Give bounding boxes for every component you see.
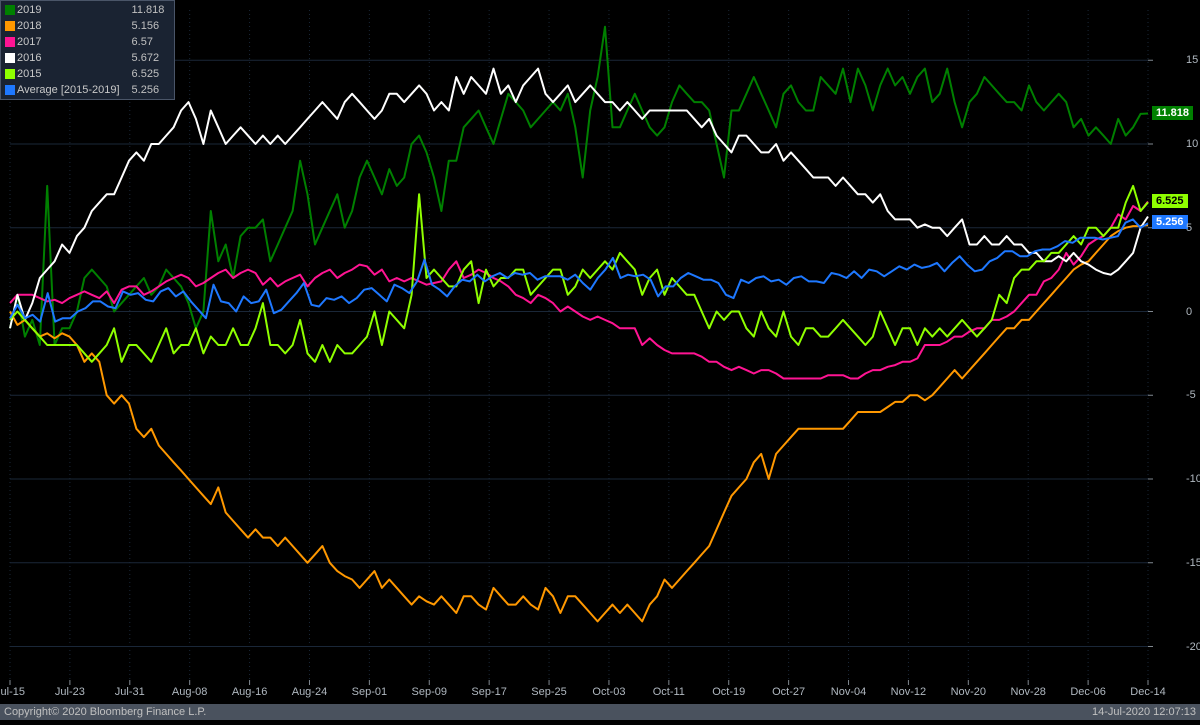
legend-value: 11.818 (130, 3, 173, 17)
chart-svg (0, 0, 1200, 720)
legend-label: Average [2015-2019] (17, 84, 120, 96)
legend-row: 2018 5.156 (3, 19, 172, 33)
legend-label: 2016 (17, 52, 41, 64)
legend-swatch (5, 37, 15, 47)
legend-row: Average [2015-2019] 5.256 (3, 83, 172, 97)
y-tick-label: -5 (1186, 389, 1196, 401)
x-tick-label: Aug-24 (292, 686, 327, 698)
y-tick-label: -20 (1186, 641, 1200, 653)
legend-label: 2018 (17, 20, 41, 32)
chart-container (0, 0, 1200, 720)
x-tick-label: Sep-25 (531, 686, 566, 698)
x-tick-label: Oct-11 (653, 686, 685, 698)
value-tag: 5.256 (1152, 215, 1188, 229)
x-tick-label: Nov-20 (951, 686, 986, 698)
legend-row: 2019 11.818 (3, 3, 172, 17)
x-tick-label: Aug-16 (232, 686, 267, 698)
legend-value: 5.256 (130, 83, 173, 97)
y-tick-label: 15 (1186, 54, 1198, 66)
legend-swatch (5, 21, 15, 31)
x-tick-label: Aug-08 (172, 686, 207, 698)
footer: Copyright© 2020 Bloomberg Finance L.P. 1… (0, 704, 1200, 720)
x-tick-label: Sep-01 (352, 686, 387, 698)
legend: 2019 11.818 2018 5.156 2017 6.57 2016 5.672 2015… (0, 0, 175, 100)
value-tag: 6.525 (1152, 194, 1188, 208)
y-tick-label: -15 (1186, 557, 1200, 569)
legend-swatch (5, 69, 15, 79)
x-tick-label: Dec-14 (1130, 686, 1165, 698)
x-tick-label: Jul-15 (0, 686, 25, 698)
legend-swatch (5, 85, 15, 95)
x-tick-label: Sep-09 (412, 686, 447, 698)
y-tick-label: 5 (1186, 222, 1192, 234)
timestamp-text: 14-Jul-2020 12:07:13 (1092, 706, 1196, 718)
y-tick-label: 0 (1186, 306, 1192, 318)
x-tick-label: Nov-28 (1010, 686, 1045, 698)
legend-label: 2017 (17, 36, 41, 48)
legend-value: 5.672 (130, 51, 173, 65)
legend-value: 6.57 (130, 35, 173, 49)
y-tick-label: 10 (1186, 138, 1198, 150)
legend-value: 5.156 (130, 19, 173, 33)
legend-swatch (5, 53, 15, 63)
legend-value: 6.525 (130, 67, 173, 81)
x-tick-label: Nov-12 (891, 686, 926, 698)
x-tick-label: Dec-06 (1070, 686, 1105, 698)
legend-row: 2015 6.525 (3, 67, 172, 81)
x-tick-label: Jul-23 (55, 686, 85, 698)
legend-swatch (5, 5, 15, 15)
x-tick-label: Oct-19 (712, 686, 745, 698)
x-tick-label: Nov-04 (831, 686, 866, 698)
x-tick-label: Oct-27 (772, 686, 805, 698)
x-tick-label: Sep-17 (471, 686, 506, 698)
y-tick-label: -10 (1186, 473, 1200, 485)
legend-row: 2017 6.57 (3, 35, 172, 49)
copyright-text: Copyright© 2020 Bloomberg Finance L.P. (4, 706, 206, 718)
legend-row: 2016 5.672 (3, 51, 172, 65)
legend-label: 2019 (17, 4, 41, 16)
x-tick-label: Jul-31 (115, 686, 145, 698)
legend-label: 2015 (17, 68, 41, 80)
value-tag: 11.818 (1152, 106, 1193, 120)
x-tick-label: Oct-03 (592, 686, 625, 698)
